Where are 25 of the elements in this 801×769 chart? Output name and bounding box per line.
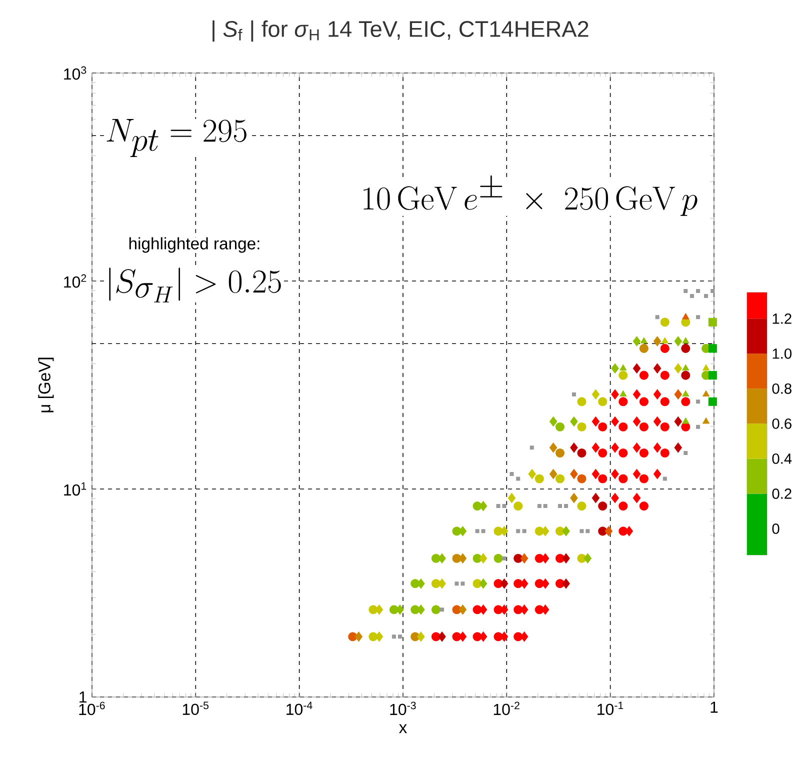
x-tick-label: 10$^{-2}$	[494, 702, 520, 716]
color-bar-label: 0.6	[772, 418, 792, 429]
annotation: $N_{pt} = 295$	[106, 118, 246, 158]
color-bar-label: 0.4	[772, 454, 792, 464]
y-axis-title: μ [GeV]	[38, 358, 54, 412]
y-tick-label: 10$^{1}$	[64, 482, 86, 496]
annotation: highlighted range:	[129, 237, 260, 253]
color-bar-label: 0.8	[772, 383, 792, 394]
chart-title: | S$_{f}$ | for σ$_{H}$ 14 TeV, EIC, CT14HERA2	[212, 20, 588, 42]
x-tick-label: 10$^{-5}$	[182, 702, 209, 716]
x-axis-title: x	[399, 724, 407, 734]
annotation: $|S_{\sigma_H}| > 0.25$	[109, 268, 281, 302]
annotation: $10\,\mathrm{GeV}\,e^{\pm}\;\times\;250\,\mathrm{GeV}\,p$	[364, 175, 698, 216]
color-bar-label: 0	[772, 524, 780, 534]
x-tick-label: 10$^{-3}$	[390, 702, 416, 716]
x-tick-label: 10$^{-6}$	[79, 702, 105, 716]
color-bar-label: 1.2	[772, 313, 792, 324]
y-tick-label: 1	[80, 692, 86, 703]
y-tick-label: 10$^{2}$	[64, 274, 86, 288]
color-bar-label: 0.2	[772, 488, 792, 499]
x-tick-label: 10$^{-1}$	[598, 702, 624, 716]
x-tick-label: 1	[710, 702, 718, 713]
y-tick-label: 10$^{3}$	[64, 66, 86, 80]
x-tick-label: 10$^{-4}$	[286, 702, 312, 716]
color-bar-label: 1.0	[772, 348, 792, 359]
